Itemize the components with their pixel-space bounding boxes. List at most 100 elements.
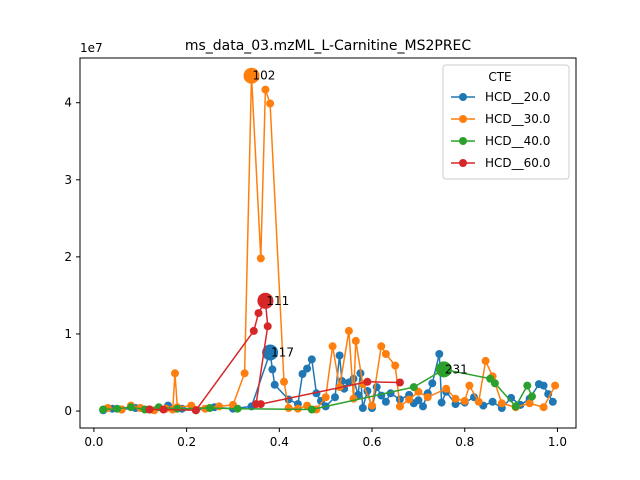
legend-entry: HCD__60.0 (485, 156, 550, 170)
data-point (127, 403, 135, 412)
data-point (460, 397, 469, 405)
data-point (381, 350, 390, 358)
data-point (331, 393, 339, 402)
data-point (395, 378, 404, 387)
data-point (233, 404, 242, 413)
data-point (437, 398, 446, 407)
plot-area (99, 67, 560, 415)
data-point (490, 379, 499, 388)
legend-title: CTE (488, 70, 511, 84)
data-point (395, 402, 404, 411)
data-point (191, 406, 200, 415)
data-point (307, 405, 316, 414)
data-point (257, 292, 274, 309)
data-point (539, 403, 548, 412)
data-point (243, 67, 260, 84)
annotation-label: 231 (445, 362, 468, 376)
x-tick-label: 0.6 (362, 435, 381, 449)
data-point (205, 404, 214, 412)
data-point (548, 397, 557, 406)
data-point (488, 397, 497, 406)
data-point (481, 356, 490, 365)
data-point (240, 369, 249, 378)
data-point (215, 402, 224, 411)
legend-entry: HCD__20.0 (485, 90, 550, 104)
annotation-label: 117 (271, 345, 294, 359)
data-point (351, 336, 360, 345)
data-point (428, 379, 437, 388)
chart-title: ms_data_03.mzML_L-Carnitine_MS2PREC (185, 38, 472, 54)
data-point (262, 344, 279, 361)
data-point (523, 381, 532, 390)
data-point (391, 361, 400, 370)
data-point (525, 399, 534, 408)
data-point (344, 326, 353, 335)
data-point (307, 355, 316, 364)
data-point (435, 361, 452, 378)
data-point (256, 254, 265, 263)
y-tick-label: 2 (64, 250, 72, 264)
data-point (249, 326, 258, 335)
legend-marker (459, 115, 467, 123)
data-point (358, 404, 367, 412)
data-point (395, 395, 404, 404)
y-tick-label: 1 (64, 327, 72, 341)
y-tick-label: 0 (64, 404, 72, 418)
legend-marker (459, 137, 467, 145)
data-point (419, 402, 427, 411)
data-point (254, 309, 263, 318)
x-tick-label: 0.2 (177, 435, 196, 449)
axes-frame (79, 57, 577, 429)
data-point (263, 322, 272, 331)
annotation-label: 111 (266, 294, 289, 308)
y-tick-label: 4 (64, 96, 72, 110)
data-point (261, 85, 270, 94)
data-point (435, 350, 444, 358)
legend-entry: HCD__40.0 (485, 134, 550, 148)
data-point (280, 377, 288, 386)
data-point (256, 400, 265, 409)
data-point (511, 402, 520, 411)
legend: CTE HCD__20.0 HCD__30.0 HCD__40.0 HCD__60.0 (442, 64, 570, 180)
data-point (539, 381, 548, 390)
data-point (414, 396, 423, 405)
annotation-label: 102 (253, 69, 276, 83)
data-point (363, 377, 372, 386)
data-point (474, 397, 483, 406)
data-point (423, 393, 432, 402)
legend-marker (459, 159, 467, 167)
axis-ticks: 0.0 0.2 0.4 0.6 0.8 1.0 0 1 2 3 4 (64, 96, 567, 449)
data-point (173, 404, 182, 413)
series-HCD__40.0 (99, 361, 536, 414)
series-HCD__60.0 (145, 292, 404, 415)
data-point (99, 405, 108, 414)
data-point (266, 99, 275, 108)
data-point (409, 383, 418, 392)
data-point (497, 399, 506, 408)
data-point (451, 394, 460, 403)
data-point (303, 364, 312, 373)
x-tick-label: 0.0 (84, 435, 103, 449)
data-point (465, 381, 474, 390)
data-point (442, 384, 451, 393)
x-tick-label: 1.0 (548, 435, 567, 449)
data-point (321, 393, 330, 402)
data-point (171, 369, 179, 378)
data-point (284, 404, 293, 412)
y-offset-label: 1e7 (80, 41, 103, 55)
legend-box (442, 64, 570, 180)
data-point (551, 381, 560, 390)
data-point (377, 342, 386, 351)
data-point (268, 365, 277, 374)
series-line (103, 368, 533, 411)
data-point (113, 404, 122, 413)
data-point (335, 351, 344, 360)
data-point (145, 405, 154, 414)
data-point (381, 397, 390, 406)
y-tick-label: 3 (64, 173, 72, 187)
legend-entry: HCD__30.0 (485, 112, 550, 126)
data-point (298, 370, 307, 378)
annotations: 102 111 117 231 (253, 69, 468, 377)
data-point (405, 395, 414, 404)
